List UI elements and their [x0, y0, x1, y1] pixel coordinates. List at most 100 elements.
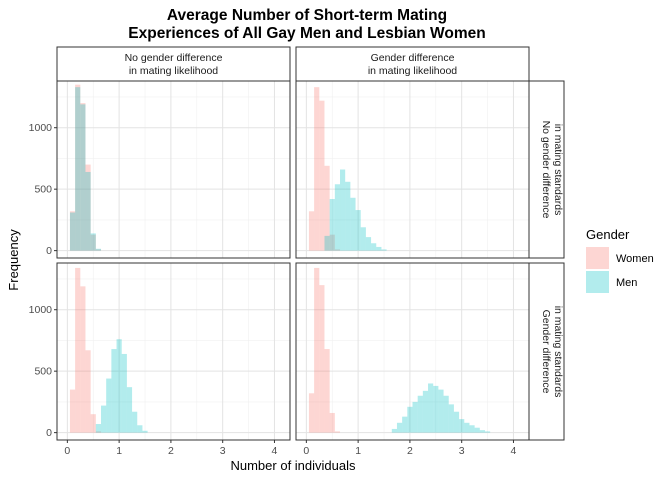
panel-background: [57, 81, 290, 258]
column-strip-2-line-2: in mating likelihood: [368, 65, 457, 77]
histogram-bar-women: [324, 349, 330, 433]
histogram-bar-men: [75, 87, 81, 251]
histogram-bar-men: [80, 104, 86, 251]
histogram-bar-women: [80, 103, 86, 251]
histogram-bar-men: [412, 401, 418, 433]
histogram-bar-men: [95, 248, 102, 251]
histogram-bar-men: [121, 353, 127, 433]
histogram-bar-men: [391, 428, 397, 433]
histogram-bar-women: [308, 211, 315, 251]
histogram-bar-women: [319, 100, 325, 251]
histogram-bar-men: [69, 212, 76, 251]
y-tick-label: 1000: [29, 304, 53, 316]
histogram-bar-women: [75, 267, 81, 433]
column-strip-1: No gender difference in mating likelihoo…: [56, 46, 291, 82]
y-tick-label: 0: [46, 427, 52, 439]
histogram-bar-men: [443, 395, 449, 433]
histogram-bar-men: [106, 378, 112, 433]
histogram-bar-men: [438, 389, 444, 433]
histogram-bar-men: [116, 339, 122, 433]
histogram-bar-men: [407, 406, 413, 433]
legend: Gender Women Men: [586, 227, 654, 293]
row-strip-2: Gender difference in mating standards: [528, 262, 565, 441]
histogram-bar-men: [376, 246, 382, 251]
y-axis-title: Frequency: [6, 229, 21, 291]
x-tick-label: 2: [407, 445, 413, 457]
histogram-bar-men: [95, 424, 102, 433]
histogram-bar-women: [95, 249, 102, 251]
histogram-bar-men: [448, 404, 454, 433]
x-axis-ticks: 0 1 2 3 4 0 1 2 3 4: [64, 440, 517, 457]
row-strip-1-line-2: in mating standards: [552, 124, 564, 216]
histogram-bar-men: [90, 233, 96, 251]
panel-border: [56, 80, 291, 259]
panel-1: [56, 80, 291, 259]
histogram-bar-men: [433, 385, 439, 433]
column-strip-1-line-1: No gender difference: [125, 52, 223, 64]
histogram-bar-men: [324, 235, 330, 251]
histogram-bar-women: [334, 431, 341, 433]
y-axis-ticks: 0 500 1000 0 500 1000: [29, 122, 57, 439]
histogram-bar-men: [459, 419, 465, 433]
chart-title-line-1: Average Number of Short-term Mating: [167, 7, 447, 24]
histogram-bar-women: [85, 164, 91, 251]
panels-layer: [56, 80, 530, 441]
histogram-bar-men: [101, 405, 107, 433]
histogram-bar-men: [142, 430, 148, 433]
legend-label-men: Men: [616, 277, 637, 289]
panel-border: [295, 262, 530, 441]
histogram-bar-men: [402, 416, 408, 433]
histogram-bar-women: [69, 389, 76, 433]
histogram-bar-men: [111, 349, 117, 433]
histogram-bar-women: [314, 267, 320, 433]
panel-2: [295, 80, 530, 259]
histogram-bar-men: [484, 431, 491, 433]
row-strip-2-line-2: in mating standards: [552, 306, 564, 398]
legend-swatch-men: [586, 271, 609, 293]
legend-swatch-women: [586, 247, 609, 269]
y-tick-label: 500: [34, 366, 52, 378]
x-tick-label: 2: [168, 445, 174, 457]
histogram-bar-men: [469, 425, 475, 433]
histogram-bar-men: [474, 427, 480, 433]
histogram-bar-women: [85, 350, 91, 433]
panel-4: [295, 262, 530, 441]
row-strip-1-line-1: No gender difference: [540, 121, 552, 219]
histogram-bar-men: [417, 395, 423, 433]
histogram-bar-men: [428, 383, 434, 433]
histogram-bar-women: [324, 165, 330, 251]
x-tick-label: 0: [303, 445, 309, 457]
column-strip-1-line-2: in mating likelihood: [129, 65, 218, 77]
histogram-bar-women: [69, 211, 76, 251]
column-strip-2-line-1: Gender difference: [371, 52, 455, 64]
column-strip-2: Gender difference in mating likelihood: [295, 46, 530, 82]
histogram-bar-women: [319, 285, 325, 433]
histogram-bar-men: [345, 181, 351, 251]
chart-title-line-2: Experiences of All Gay Men and Lesbian W…: [128, 25, 485, 42]
histogram-bar-men: [464, 422, 470, 433]
histogram-bar-men: [350, 197, 356, 251]
histogram-bar-women: [80, 286, 86, 433]
histogram-bar-men: [329, 199, 335, 251]
histogram-bar-men: [126, 387, 133, 433]
histogram-bar-men: [479, 430, 485, 433]
histogram-bar-women: [314, 87, 320, 251]
row-strip-2-line-1: Gender difference: [540, 310, 552, 394]
histogram-bar-women: [329, 412, 335, 433]
legend-title: Gender: [586, 227, 630, 242]
histogram-bar-women: [90, 234, 96, 251]
x-tick-label: 1: [355, 445, 361, 457]
histogram-bar-men: [132, 411, 138, 433]
histogram-bar-men: [453, 411, 460, 433]
histogram-bar-women: [90, 414, 96, 433]
panel-background: [57, 263, 290, 440]
x-tick-label: 4: [272, 445, 278, 457]
y-tick-label: 1000: [29, 122, 53, 134]
panel-border: [295, 80, 530, 259]
x-tick-label: 0: [64, 445, 70, 457]
histogram-bar-men: [365, 237, 372, 251]
histogram-bar-men: [85, 171, 91, 251]
row-strip-1: No gender difference in mating standards: [528, 80, 565, 259]
histogram-bar-men: [137, 425, 143, 433]
